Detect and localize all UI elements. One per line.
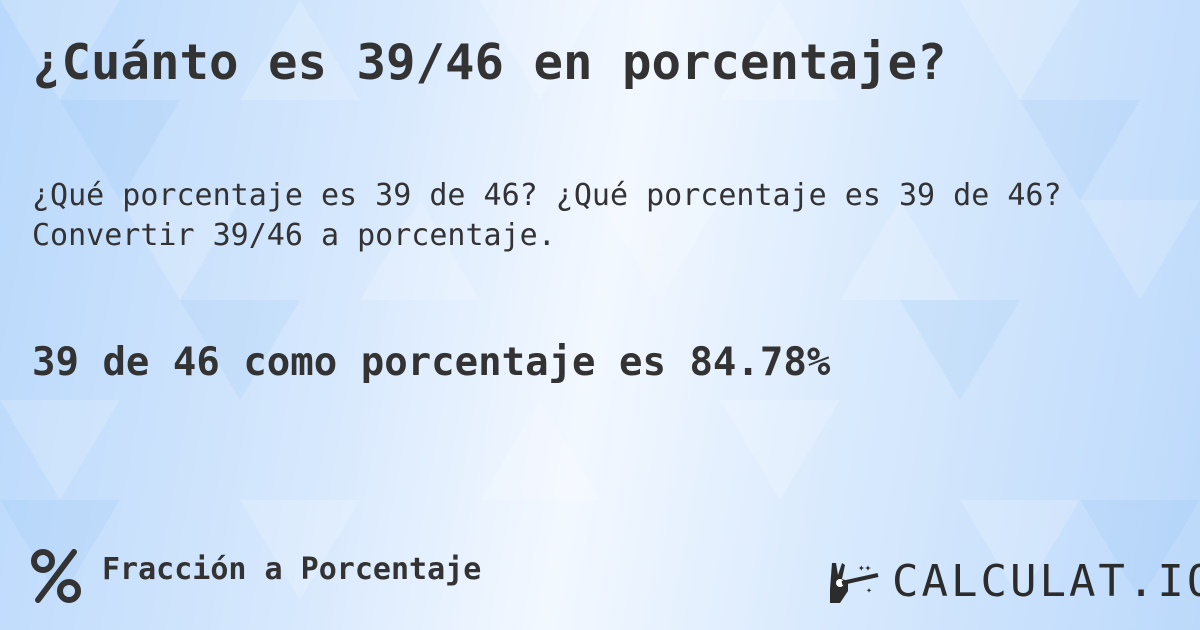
percent-icon xyxy=(31,549,81,603)
subtitle: ¿Qué porcentaje es 39 de 46? ¿Qué porcen… xyxy=(32,176,1062,256)
category-label: Fracción a Porcentaje xyxy=(102,552,482,587)
subtitle-line: ¿Qué porcentaje es 39 de 46? ¿Qué porcen… xyxy=(32,178,1062,213)
subtitle-line: Convertir 39/46 a porcentaje. xyxy=(32,218,556,253)
svg-text:✦✦: ✦✦ xyxy=(858,561,872,574)
calculat-logo[interactable]: ✦✦ ✦ CALCULAT.IO xyxy=(828,556,1200,607)
magic-hand-wand-icon: ✦✦ ✦ xyxy=(830,561,879,603)
result-text: 39 de 46 como porcentaje es 84.78% xyxy=(32,340,831,385)
page-title: ¿Cuánto es 39/46 en porcentaje? xyxy=(32,34,947,91)
logo-text: CALCULAT.IO xyxy=(892,556,1200,607)
svg-text:✦: ✦ xyxy=(866,585,872,596)
